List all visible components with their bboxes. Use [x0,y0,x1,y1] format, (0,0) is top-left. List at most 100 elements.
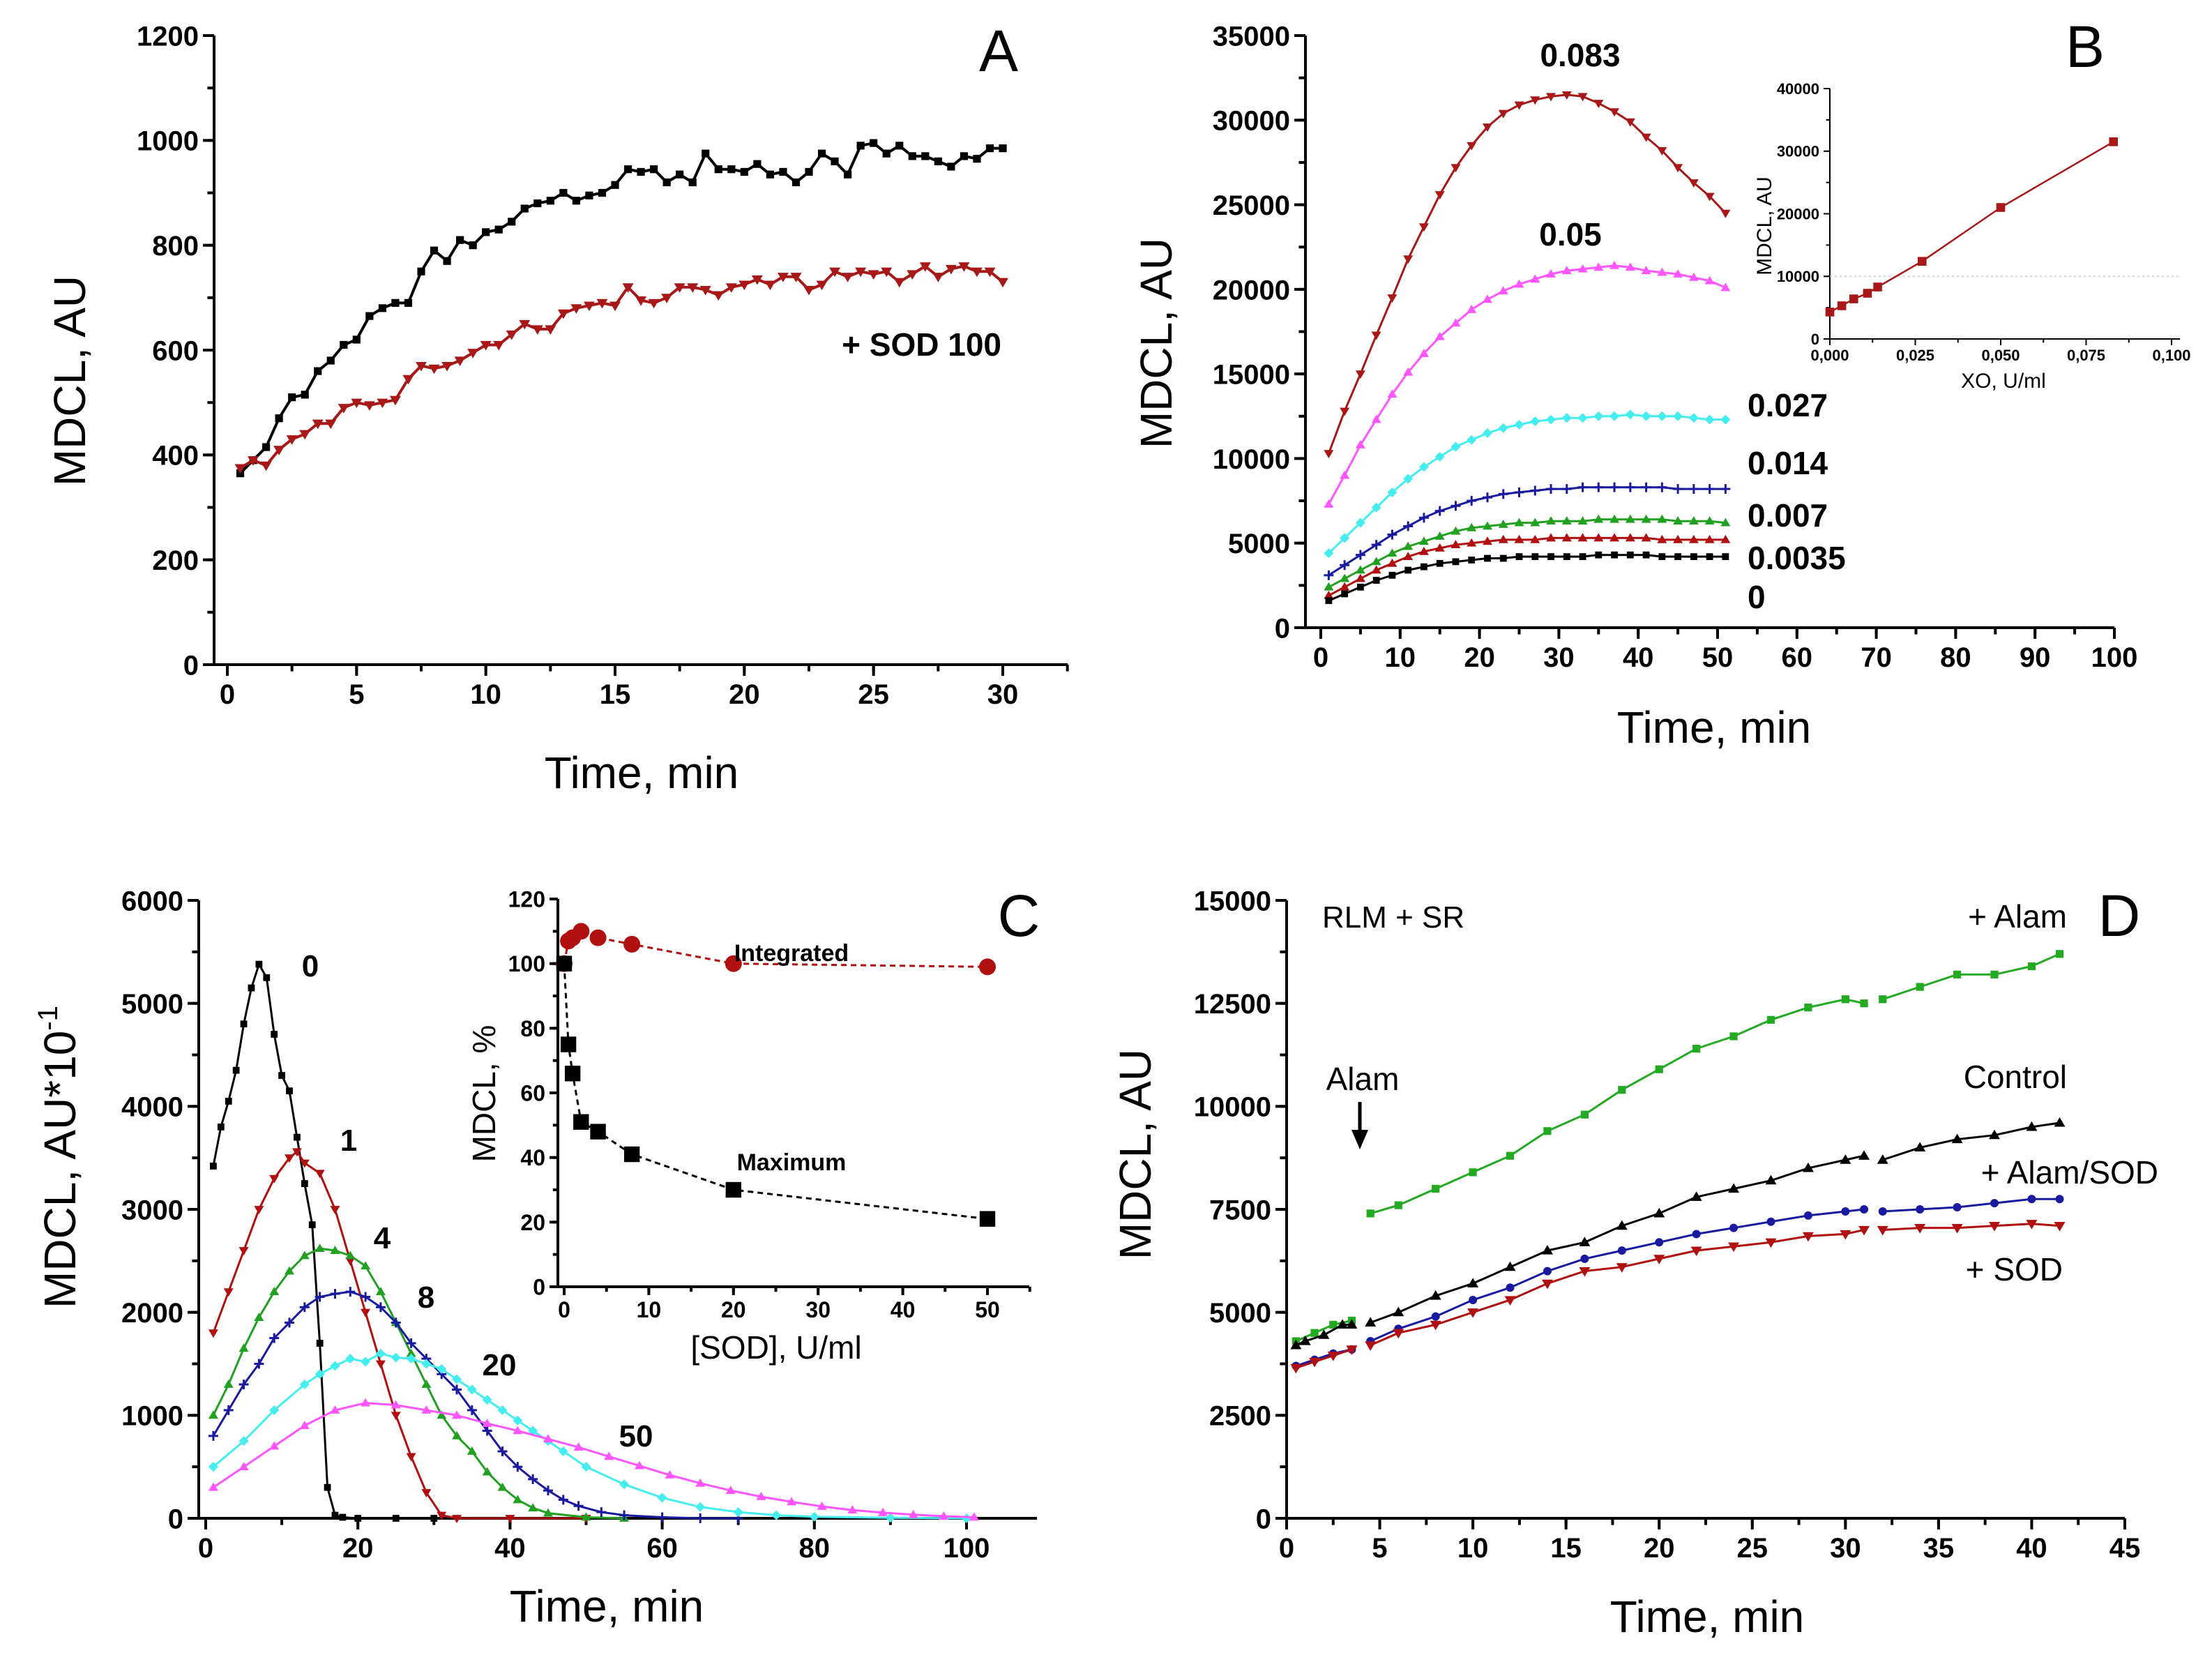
inset-c-label-integrated: Integrated [734,940,849,967]
data-point [1530,416,1540,427]
data-point [847,1505,858,1514]
series-label-alam: + Alam [1968,898,2067,935]
data-point [1641,266,1651,275]
data-point [391,1412,401,1421]
data-point [1498,286,1508,295]
data-point [1561,266,1572,275]
data-point [248,984,255,992]
data-point [1879,995,1887,1004]
data-point [713,291,725,301]
data-point [269,1441,280,1450]
data-point [570,304,582,314]
data-point [1704,192,1715,202]
data-point [1720,282,1731,292]
data-point [581,1512,591,1521]
data-point [1673,411,1683,421]
x-tick-label: 25 [858,679,889,710]
data-point [756,1491,766,1500]
x-tick-label: 0 [220,679,235,710]
data-point [1340,407,1350,416]
data-point [1541,1279,1553,1290]
data-point [437,1511,447,1520]
data-point [1877,1225,1888,1236]
data-point [1418,349,1429,357]
data-point [1482,536,1492,545]
data-point [1563,553,1570,561]
data-point [598,188,607,197]
data-point [208,1462,218,1472]
data-point [1546,269,1556,278]
data-point [1766,1015,1775,1024]
data-point [345,1257,356,1266]
data-point [1579,553,1586,561]
series-line [1328,264,1726,505]
data-point [513,1415,523,1426]
data-point [805,167,813,176]
data-point [1593,533,1604,542]
series-0 [236,139,1007,478]
data-point [402,375,414,385]
data-point [240,1020,248,1028]
data-point [751,275,763,285]
y-axis-title-c-main: MDCL, AU*10 [35,1031,85,1308]
data-point [286,435,298,445]
y-tick-label: 0 [183,650,199,681]
data-point [1327,1352,1339,1361]
data-point [1436,559,1444,567]
data-point [275,414,283,423]
data-point [1657,147,1667,156]
data-point [421,1405,432,1414]
data-point [589,929,607,946]
series-+ SOD 100 [234,262,1008,474]
series-label-c-4: 4 [374,1221,391,1255]
data-point [545,325,556,335]
data-point [1641,514,1651,523]
data-point [1431,1312,1440,1321]
data-point [907,270,918,280]
alam-arrow-label: Alam [1326,1061,1400,1097]
data-point [299,430,311,440]
data-point [1625,409,1635,420]
x-tick-label: 35 [1923,1533,1955,1564]
data-point [232,1066,240,1074]
data-point [352,335,361,344]
x-tick-label: 20 [729,679,760,710]
data-point [308,1221,316,1229]
data-point [1531,553,1539,561]
data-point [452,1430,462,1439]
data-point [856,142,865,150]
data-point [855,267,867,278]
data-point [1482,294,1492,303]
data-point [533,199,542,208]
data-point [1674,553,1681,561]
data-point [1873,282,1882,292]
panel-label-d: D [2098,883,2141,949]
data-point [1863,289,1872,298]
data-point [1860,1205,1869,1214]
data-point [1595,551,1603,559]
data-point [1877,1154,1888,1164]
data-point [494,225,503,234]
data-point [1403,552,1414,561]
panel-d: D RLM + SR Alam + Alam Control + Alam/SO… [1110,883,2158,1642]
data-point [1388,571,1396,579]
series-0.007 [1324,514,1731,591]
data-point [1990,970,1999,978]
data-point [1346,1319,1358,1329]
data-point [365,312,374,320]
data-point [1468,557,1476,564]
data-point [1626,551,1634,559]
y-axis-title-c: MDCL, AU*10-1 [33,1006,85,1308]
data-point [1803,1211,1812,1220]
data-point [443,257,451,265]
data-point [482,1467,492,1476]
data-point [404,298,413,307]
data-point [791,178,801,187]
data-point [1543,1127,1552,1135]
data-point [1310,1329,1319,1337]
x-tick-label: 60 [646,1533,678,1564]
data-point [619,1479,630,1490]
data-point [1450,526,1461,535]
data-point [1346,1345,1358,1355]
x-tick-label: 0 [1279,1533,1294,1564]
